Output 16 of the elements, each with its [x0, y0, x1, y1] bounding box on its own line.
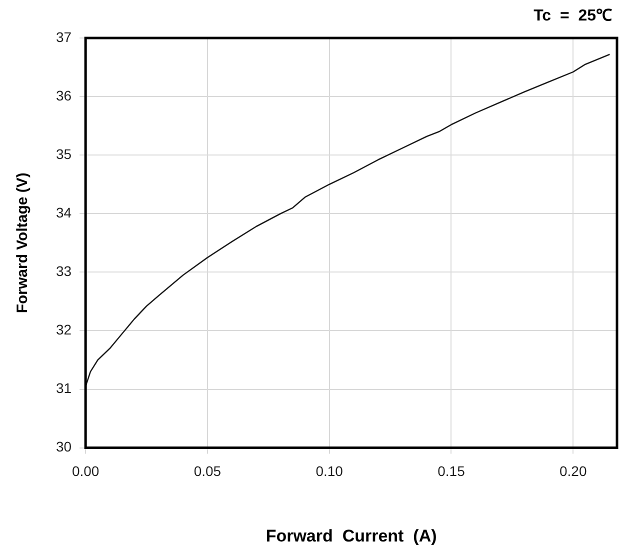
x-axis-title: Forward Current (A) — [266, 526, 437, 546]
x-tick-label: 0.10 — [316, 463, 344, 480]
y-tick-label: 36 — [56, 87, 72, 104]
x-tick-label: 0.00 — [72, 463, 100, 480]
x-tick-label: 0.15 — [438, 463, 466, 480]
y-tick-label: 37 — [56, 28, 72, 45]
y-tick-label: 35 — [56, 146, 72, 162]
y-tick-label: 33 — [56, 263, 72, 280]
y-axis-title: Forward Voltage (V) — [14, 172, 32, 314]
x-tick-label: 0.20 — [559, 463, 587, 480]
y-tick-label: 30 — [56, 438, 72, 455]
y-tick-label: 31 — [56, 380, 72, 396]
y-tick-label: 34 — [56, 204, 72, 220]
x-tick-label: 0.05 — [194, 463, 222, 480]
text: Tc = 25℃ — [534, 7, 612, 24]
y-tick-label: 32 — [56, 322, 72, 338]
